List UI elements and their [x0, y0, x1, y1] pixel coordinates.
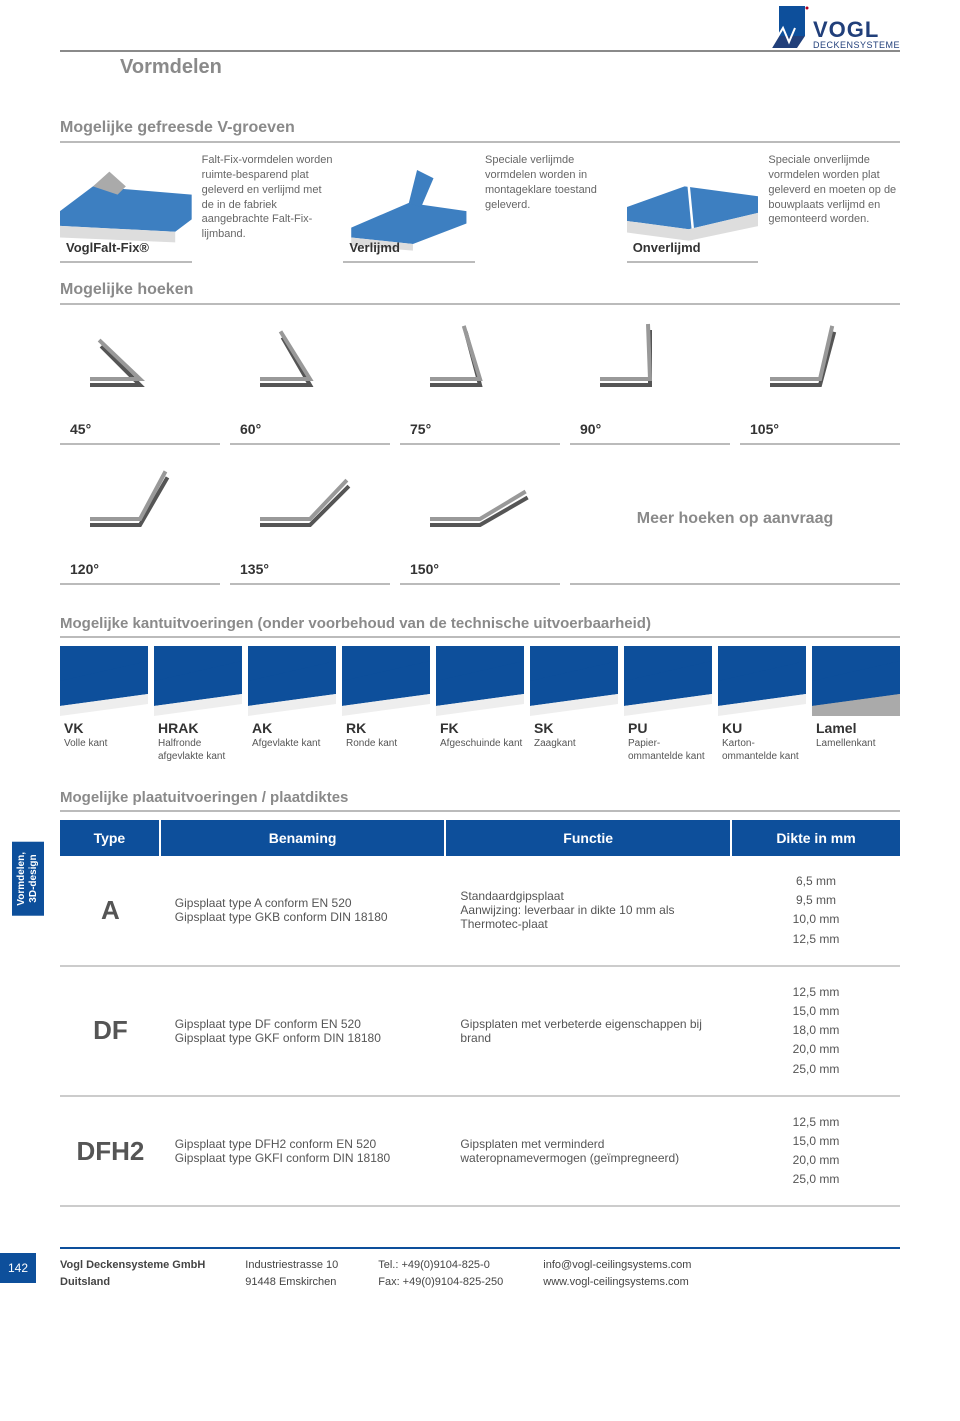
- page-footer: 142 Vogl Deckensysteme GmbH Duitsland In…: [60, 1247, 900, 1290]
- table-row: DFH2 Gipsplaat type DFH2 conform EN 520 …: [60, 1097, 900, 1208]
- edge-RK: RKRonde kant: [342, 646, 430, 763]
- groove-voglfalt: VoglFalt-Fix®: [60, 153, 192, 263]
- th-type: Type: [60, 820, 161, 856]
- angle-grid-row2: 120°135°150°Meer hoeken op aanvraag: [60, 455, 900, 585]
- edge-AK: AKAfgevlakte kant: [248, 646, 336, 763]
- edge-Lamel: LamelLamellenkant: [812, 646, 900, 763]
- page-title: Vormdelen: [120, 56, 222, 79]
- edge-PU: PUPapier-ommantelde kant: [624, 646, 712, 763]
- angle-135°: 135°: [230, 455, 390, 585]
- section-angles-title: Mogelijke hoeken: [60, 281, 900, 305]
- angle-150°: 150°: [400, 455, 560, 585]
- angle-75°: 75°: [400, 315, 560, 445]
- th-functie: Functie: [446, 820, 732, 856]
- edge-KU: KUKarton-ommantelde kant: [718, 646, 806, 763]
- edge-grid: VKVolle kant HRAKHalfronde afgevlakte ka…: [60, 646, 900, 763]
- footer-col3: Tel.: +49(0)9104-825-0 Fax: +49(0)9104-8…: [378, 1257, 503, 1290]
- edge-HRAK: HRAKHalfronde afgevlakte kant: [154, 646, 242, 763]
- groove-voglfalt-desc: Falt-Fix-vormdelen worden ruimte-bespare…: [202, 153, 334, 242]
- table-row: A Gipsplaat type A conform EN 520 Gipspl…: [60, 856, 900, 967]
- angle-60°: 60°: [230, 315, 390, 445]
- angle-grid-row1: 45°60°75°90°105°: [60, 315, 900, 445]
- page-number: 142: [0, 1253, 36, 1283]
- angle-120°: 120°: [60, 455, 220, 585]
- angle-45°: 45°: [60, 315, 220, 445]
- groove-onverlijmd: Onverlijmd: [627, 153, 759, 263]
- section-grooves-title: Mogelijke gefreesde V-groeven: [60, 119, 900, 143]
- plates-table: Type Benaming Functie Dikte in mm A Gips…: [60, 820, 900, 1207]
- groove-verlijmd: Verlijmd: [343, 153, 475, 263]
- footer-col2: Industriestrasse 10 91448 Emskirchen: [245, 1257, 338, 1290]
- section-plates-title: Mogelijke plaatuitvoeringen / plaatdikte…: [60, 789, 900, 812]
- groove-onverlijmd-desc: Speciale onverlijmde vormdelen worden pl…: [768, 153, 900, 227]
- angle-90°: 90°: [570, 315, 730, 445]
- page-header: Vormdelen VOGL DECKENSYSTEME: [60, 50, 900, 79]
- angle-105°: 105°: [740, 315, 900, 445]
- table-row: DF Gipsplaat type DF conform EN 520 Gips…: [60, 967, 900, 1097]
- logo-brand: VOGL: [813, 19, 900, 41]
- footer-col1: Vogl Deckensysteme GmbH Duitsland: [60, 1257, 205, 1290]
- edge-VK: VKVolle kant: [60, 646, 148, 763]
- angle-more: Meer hoeken op aanvraag: [570, 455, 900, 585]
- brand-logo: VOGL DECKENSYSTEME: [765, 6, 900, 50]
- section-edges-title: Mogelijke kantuitvoeringen (onder voorbe…: [60, 615, 900, 638]
- grooves-row: VoglFalt-Fix® Falt-Fix-vormdelen worden …: [60, 153, 900, 263]
- groove-verlijmd-desc: Speciale verlijmde vormdelen worden in m…: [485, 153, 617, 212]
- side-tab: Vormdelen, 3D-design: [12, 842, 44, 916]
- th-benaming: Benaming: [161, 820, 447, 856]
- th-dikte: Dikte in mm: [732, 820, 900, 856]
- logo-sub: DECKENSYSTEME: [813, 41, 900, 50]
- edge-SK: SKZaagkant: [530, 646, 618, 763]
- footer-col4: info@vogl-ceilingsystems.com www.vogl-ce…: [543, 1257, 691, 1290]
- edge-FK: FKAfgeschuinde kant: [436, 646, 524, 763]
